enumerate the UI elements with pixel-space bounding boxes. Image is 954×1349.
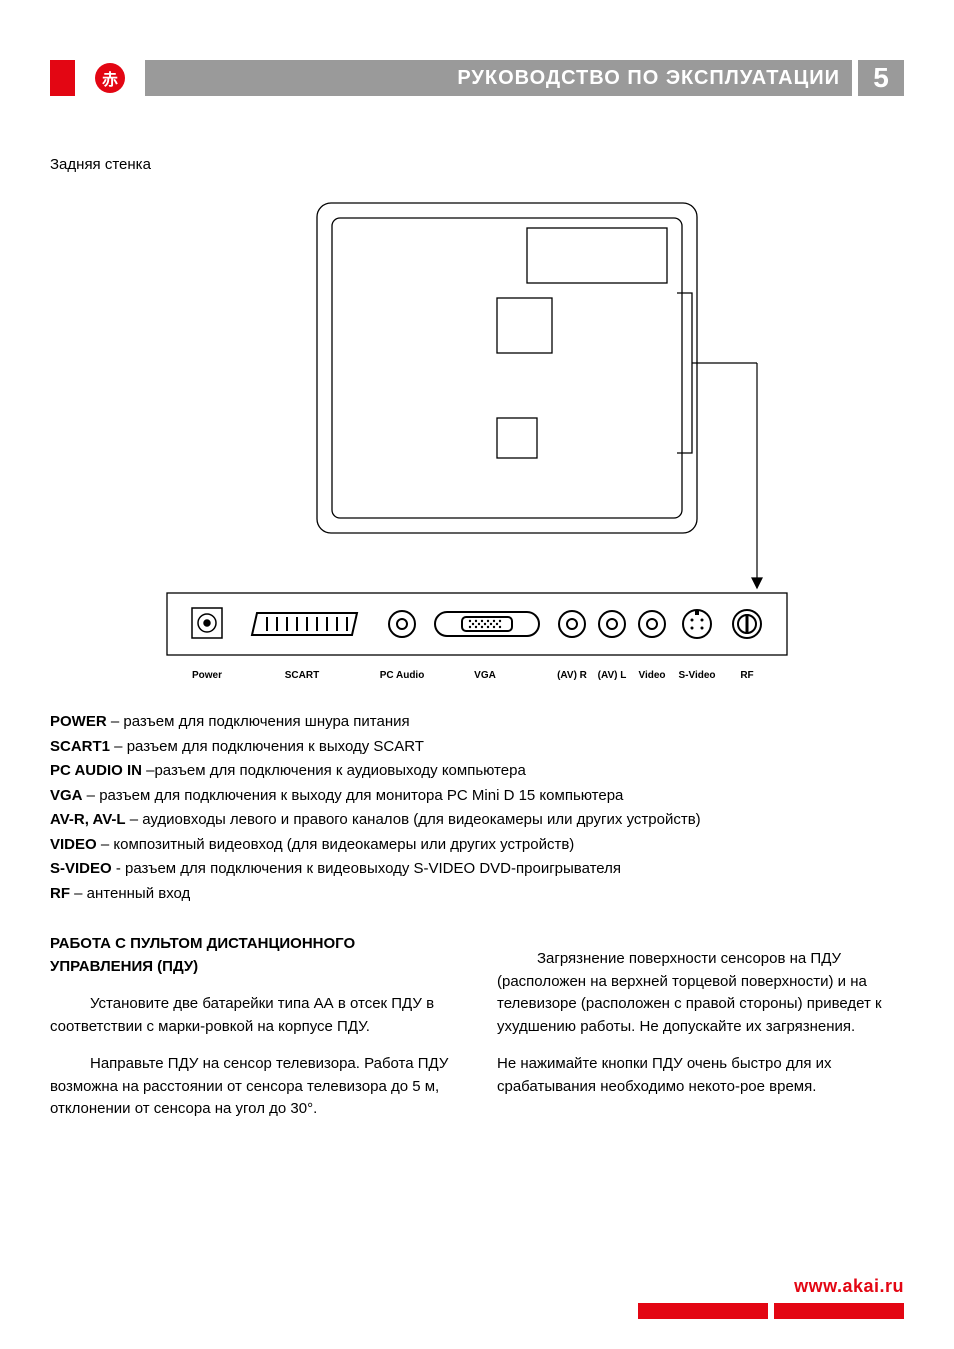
port-label-rf: RF bbox=[740, 670, 753, 681]
page-header: 赤 РУКОВОДСТВО ПО ЭКСПЛУАТАЦИИ 5 bbox=[50, 60, 904, 96]
body-columns: РАБОТА С ПУЛЬТОМ ДИСТАНЦИОННОГО УПРАВЛЕН… bbox=[50, 933, 904, 1136]
port-desc: – аудиовходы левого и правого каналов (д… bbox=[126, 811, 701, 828]
port-desc: – антенный вход bbox=[70, 885, 190, 902]
port-label-video: Video bbox=[638, 670, 665, 681]
port-label-svideo: S-Video bbox=[678, 670, 715, 681]
left-p2: Направьте ПДУ на сенсор телевизора. Рабо… bbox=[50, 1053, 457, 1121]
port-line: VIDEO – композитный видеовход (для видео… bbox=[50, 834, 904, 857]
port-label-avr: (AV) R bbox=[557, 670, 588, 681]
port-name: PC AUDIO IN bbox=[50, 762, 142, 779]
port-desc: – разъем для подключения шнура питания bbox=[107, 713, 410, 730]
port-descriptions: POWER – разъем для подключения шнура пит… bbox=[50, 711, 904, 905]
port-line: RF – антенный вход bbox=[50, 883, 904, 906]
port-label-avl: (AV) L bbox=[598, 670, 627, 681]
page: 赤 РУКОВОДСТВО ПО ЭКСПЛУАТАЦИИ 5 Задняя с… bbox=[0, 0, 954, 1349]
right-p2: Не нажимайте кнопки ПДУ очень быстро для… bbox=[497, 1053, 904, 1098]
header-title: РУКОВОДСТВО ПО ЭКСПЛУАТАЦИИ bbox=[457, 67, 840, 90]
port-desc: - разъем для подключения к видеовыходу S… bbox=[112, 860, 621, 877]
port-label-pcaudio: PC Audio bbox=[380, 670, 425, 681]
footer-accent-bars bbox=[638, 1303, 904, 1319]
port-label-power: Power bbox=[192, 670, 222, 681]
port-label-scart: SCART bbox=[285, 670, 319, 681]
header-title-bar: РУКОВОДСТВО ПО ЭКСПЛУАТАЦИИ bbox=[145, 60, 852, 96]
port-line: SCART1 – разъем для подключения к выходу… bbox=[50, 736, 904, 759]
right-column: Загрязнение поверхности сенсоров на ПДУ … bbox=[497, 933, 904, 1136]
rear-panel-svg: Power SCART PC Audio VGA (AV) R (AV) L V… bbox=[117, 193, 837, 693]
rear-panel-diagram: Power SCART PC Audio VGA (AV) R (AV) L V… bbox=[117, 193, 837, 693]
right-p1: Загрязнение поверхности сенсоров на ПДУ … bbox=[497, 948, 904, 1038]
port-name: AV-R, AV-L bbox=[50, 811, 126, 828]
port-line: PC AUDIO IN –разъем для подключения к ау… bbox=[50, 760, 904, 783]
left-p1: Установите две батарейки типа АА в отсек… bbox=[50, 993, 457, 1038]
brand-logo-icon: 赤 bbox=[95, 63, 125, 93]
port-desc: – композитный видеовход (для видеокамеры… bbox=[97, 836, 575, 853]
page-footer: www.akai.ru bbox=[638, 1276, 904, 1319]
header-accent-stub bbox=[50, 60, 75, 96]
section-heading: Задняя стенка bbox=[50, 156, 904, 173]
port-name: SCART1 bbox=[50, 738, 110, 755]
port-name: RF bbox=[50, 885, 70, 902]
left-column: РАБОТА С ПУЛЬТОМ ДИСТАНЦИОННОГО УПРАВЛЕН… bbox=[50, 933, 457, 1136]
port-line: POWER – разъем для подключения шнура пит… bbox=[50, 711, 904, 734]
port-line: AV-R, AV-L – аудиовходы левого и правого… bbox=[50, 809, 904, 832]
port-name: POWER bbox=[50, 713, 107, 730]
port-name: S-VIDEO bbox=[50, 860, 112, 877]
port-line: S-VIDEO - разъем для подключения к видео… bbox=[50, 858, 904, 881]
port-name: VIDEO bbox=[50, 836, 97, 853]
port-label-vga: VGA bbox=[474, 670, 496, 681]
footer-url: www.akai.ru bbox=[638, 1276, 904, 1297]
port-desc: – разъем для подключения к выходу для мо… bbox=[83, 787, 624, 804]
page-number: 5 bbox=[858, 60, 904, 96]
port-line: VGA – разъем для подключения к выходу дл… bbox=[50, 785, 904, 808]
port-desc: – разъем для подключения к выходу SCART bbox=[110, 738, 424, 755]
footer-bar bbox=[638, 1303, 768, 1319]
port-desc: –разъем для подключения к аудиовыходу ко… bbox=[142, 762, 526, 779]
port-name: VGA bbox=[50, 787, 83, 804]
footer-bar bbox=[774, 1303, 904, 1319]
left-heading: РАБОТА С ПУЛЬТОМ ДИСТАНЦИОННОГО УПРАВЛЕН… bbox=[50, 933, 457, 978]
